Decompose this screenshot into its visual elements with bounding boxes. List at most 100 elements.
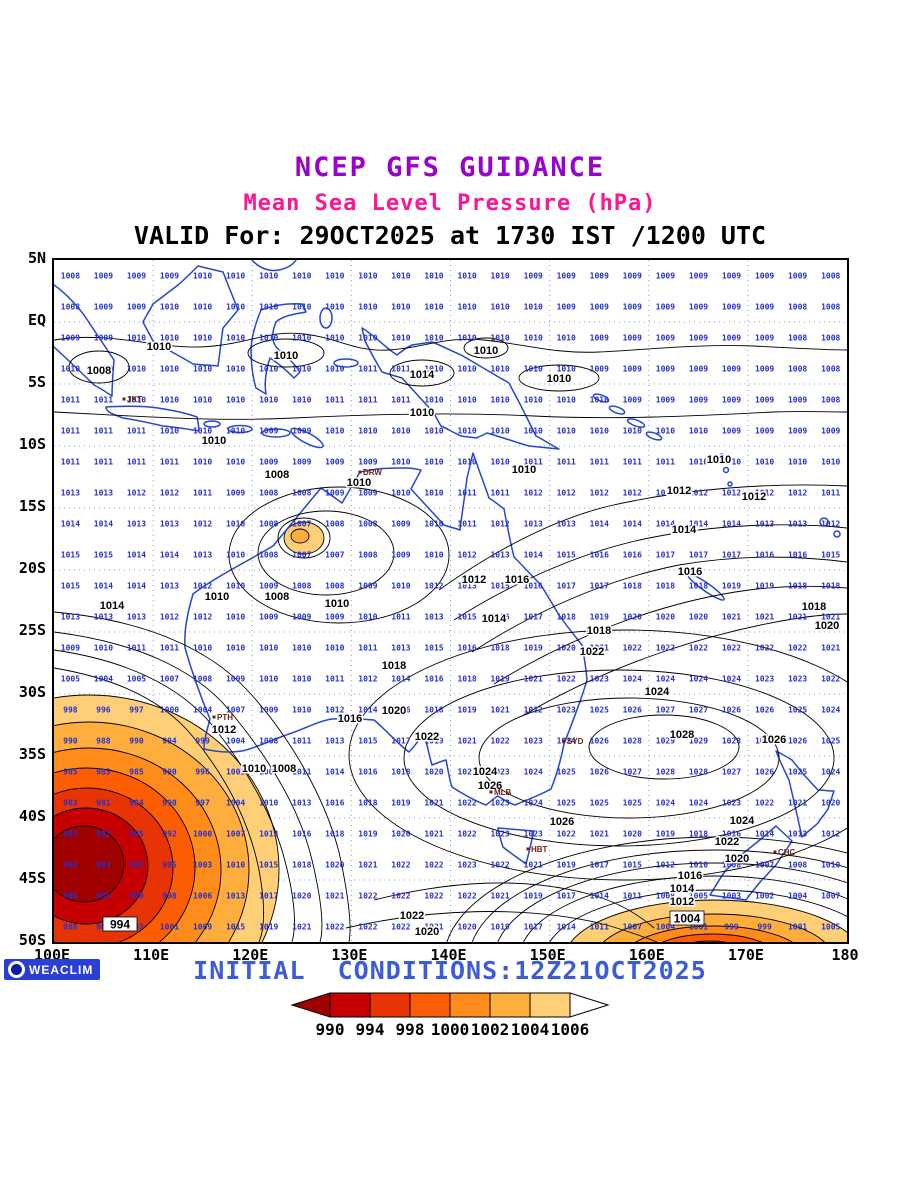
pressure-value: 1021 (821, 644, 840, 653)
pressure-value: 1010 (325, 427, 344, 436)
colorbar-tick-label: 990 (316, 1020, 345, 1039)
contour-label: 1008 (265, 591, 289, 603)
pressure-value: 1010 (226, 427, 245, 436)
pressure-value: 1012 (590, 489, 609, 498)
pressure-value: 1022 (490, 737, 509, 746)
pressure-value: 1018 (292, 861, 311, 870)
pressure-value: 1021 (358, 861, 377, 870)
pressure-value: 1010 (226, 458, 245, 467)
pressure-value: 1022 (755, 644, 774, 653)
pressure-value: 1009 (325, 489, 344, 498)
pressure-value: 1010 (358, 427, 377, 436)
coastline-sulawesi (250, 303, 307, 395)
pressure-value: 1021 (424, 923, 443, 932)
pressure-value: 1010 (424, 396, 443, 405)
pressure-value: 1014 (557, 923, 576, 932)
pressure-value: 1027 (623, 768, 642, 777)
pressure-value: 1012 (755, 489, 774, 498)
pressure-value: 1010 (623, 427, 642, 436)
pressure-value: 1009 (689, 272, 708, 281)
pressure-value: 1010 (226, 334, 245, 343)
pressure-value: 1010 (259, 334, 278, 343)
pressure-value: 1008 (821, 396, 840, 405)
contour-label: 1012 (667, 485, 691, 497)
island-mindanao (251, 260, 297, 272)
pressure-value: 1009 (590, 365, 609, 374)
pressure-value: 1011 (61, 458, 80, 467)
pressure-value: 1009 (358, 458, 377, 467)
pressure-value: 1023 (788, 675, 807, 684)
contour-label: 1018 (802, 601, 826, 613)
pressure-value: 1010 (490, 458, 509, 467)
pressure-value: 1025 (590, 706, 609, 715)
pressure-value: 1014 (94, 520, 113, 529)
pressure-value: 1013 (788, 830, 807, 839)
contour-label-box (669, 910, 705, 926)
pressure-value: 1022 (424, 892, 443, 901)
pressure-value: 1010 (457, 303, 476, 312)
pressure-value: 1017 (722, 551, 741, 560)
pressure-value: 1014 (623, 520, 642, 529)
pressure-value: 1004 (788, 892, 807, 901)
lat-tick-label: 35S (18, 745, 46, 763)
pressure-value: 1020 (325, 861, 344, 870)
pressure-value: 1012 (821, 830, 840, 839)
pressure-value: 1014 (524, 551, 543, 560)
pressure-value: 1010 (193, 334, 212, 343)
contour-label: 1022 (400, 910, 424, 922)
pressure-value: 1012 (325, 706, 344, 715)
pressure-value: 1016 (623, 551, 642, 560)
pressure-value: 1014 (590, 520, 609, 529)
pressure-value: 1009 (656, 365, 675, 374)
pressure-value: 1010 (424, 427, 443, 436)
pressure-value: 1010 (424, 458, 443, 467)
pressure-value: 1011 (623, 892, 642, 901)
pressure-value: 1010 (259, 272, 278, 281)
pressure-value: 1009 (358, 489, 377, 498)
pressure-value: 1017 (689, 551, 708, 560)
pressure-value: 1009 (656, 396, 675, 405)
island-solomons-3 (626, 418, 646, 428)
contour-label: 1028 (670, 729, 694, 741)
pressure-value: 1021 (325, 892, 344, 901)
pressure-value: 1009 (590, 303, 609, 312)
pressure-value: 1011 (127, 427, 146, 436)
pressure-value: 1023 (490, 830, 509, 839)
pressure-value: 1010 (358, 272, 377, 281)
pressure-value: 1020 (689, 613, 708, 622)
city-marker-dot (212, 715, 216, 719)
lat-tick-label: 50S (18, 931, 46, 949)
isobar-1016-se (446, 836, 847, 942)
pressure-value: 1009 (259, 427, 278, 436)
lon-tick-label: 130E (331, 946, 368, 964)
pressure-value: 1009 (689, 365, 708, 374)
pressure-value: 1023 (457, 861, 476, 870)
pressure-value: 1010 (259, 644, 278, 653)
pressure-value: 1022 (457, 830, 476, 839)
pressure-value: 1021 (788, 799, 807, 808)
pressure-value: 1010 (94, 365, 113, 374)
pressure-value: 1010 (557, 427, 576, 436)
pressure-value: 1015 (226, 923, 245, 932)
pressure-value: 1015 (424, 644, 443, 653)
pressure-value: 1012 (623, 489, 642, 498)
colorbar-cell (489, 992, 531, 1018)
pressure-value: 1022 (557, 830, 576, 839)
pressure-value: 1004 (656, 923, 675, 932)
pressure-value: 987 (129, 861, 144, 870)
isobar-1012-sw (54, 631, 323, 942)
pressure-value: 1028 (689, 768, 708, 777)
pressure-value: 1020 (457, 923, 476, 932)
pressure-value: 1008 (325, 520, 344, 529)
pressure-value: 1021 (424, 830, 443, 839)
pressure-value: 1022 (656, 644, 675, 653)
pressure-value: 1023 (590, 675, 609, 684)
contour-label: 1010 (202, 435, 226, 447)
pressure-value: 1010 (821, 861, 840, 870)
contour-label: 1026 (550, 816, 574, 828)
pressure-value: 1010 (259, 365, 278, 374)
pressure-value: 1018 (788, 582, 807, 591)
contour-label: 1020 (415, 926, 439, 938)
pressure-value: 1011 (61, 427, 80, 436)
pressure-value: 1010 (490, 396, 509, 405)
